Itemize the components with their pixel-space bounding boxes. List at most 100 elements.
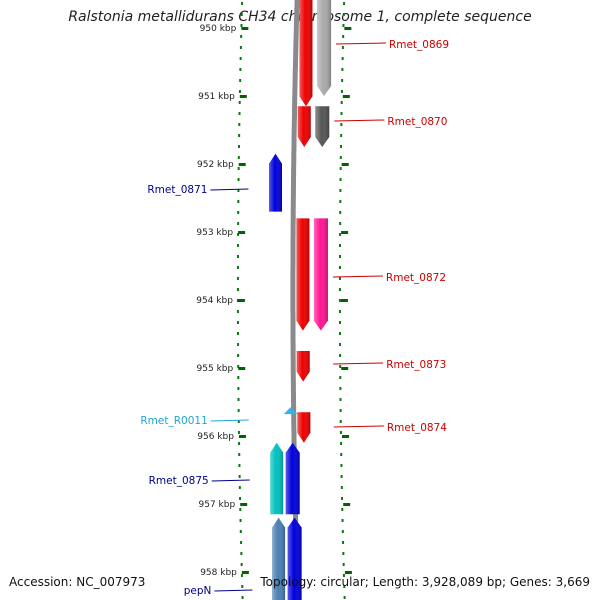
label-leader-line (335, 42, 386, 45)
outline-dot (237, 145, 240, 148)
outline-dot (238, 453, 241, 456)
tick-mark-left (238, 231, 246, 234)
tick-mark-right (341, 367, 349, 370)
outline-dot (340, 486, 343, 489)
tick-mark-right (341, 163, 349, 166)
gene-label[interactable]: Rmet_0869 (389, 39, 449, 51)
outline-dot (236, 288, 239, 291)
feature-arrow (315, 106, 330, 147)
outline-dot (238, 123, 241, 126)
outline-dot (240, 541, 243, 544)
outline-dot (339, 431, 342, 434)
outline-dot (340, 101, 343, 104)
tick-label: 957 kbp (199, 500, 236, 510)
outline-dot (339, 332, 342, 335)
tick-mark-left (241, 571, 249, 574)
outline-dot (237, 376, 240, 379)
label-leader-line (333, 362, 384, 365)
outline-dot (236, 310, 239, 313)
gene-label[interactable]: Rmet_R0011 (140, 415, 207, 427)
outline-dot (338, 288, 341, 291)
tick-mark-left (241, 27, 249, 30)
outline-dot (340, 134, 343, 137)
gene-label[interactable]: Rmet_0870 (387, 116, 447, 128)
tick-label: 951 kbp (198, 92, 235, 102)
outline-dot (339, 244, 342, 247)
outline-dot (241, 2, 244, 5)
outline-dot (342, 563, 345, 566)
tick-label: 958 kbp (200, 568, 237, 578)
outline-dot (339, 376, 342, 379)
outline-dot (341, 508, 344, 511)
gene-label[interactable]: Rmet_0874 (387, 422, 447, 434)
outline-dot (237, 178, 240, 181)
outline-dot (237, 222, 240, 225)
outline-dot (342, 574, 345, 577)
outline-dot (340, 464, 343, 467)
outline-dot (339, 222, 342, 225)
topology-text: Topology: circular; Length: 3,928,089 bp… (260, 575, 590, 589)
outline-dot (237, 343, 240, 346)
outline-dot (237, 167, 240, 170)
outline-dot (343, 585, 346, 588)
gene-label[interactable]: Rmet_0871 (147, 184, 207, 196)
outline-dot (343, 2, 346, 5)
outline-dot (240, 574, 243, 577)
outline-dot (236, 266, 239, 269)
gene-label[interactable]: Rmet_0872 (386, 272, 446, 284)
tick-mark-right (342, 95, 350, 98)
gene-arrow (299, 0, 313, 107)
outline-dot (239, 508, 242, 511)
outline-dot (338, 310, 341, 313)
outline-dot (238, 101, 241, 104)
gene-arrow (272, 517, 286, 600)
feature-arrow (317, 0, 332, 96)
outline-dot (339, 167, 342, 170)
gene-arrow (296, 351, 310, 382)
outline-dot (239, 46, 242, 49)
feature-arrow (313, 218, 328, 331)
outline-dot (239, 519, 242, 522)
outline-dot (339, 211, 342, 214)
outline-dot (342, 552, 345, 555)
outline-dot (239, 68, 242, 71)
tick-mark-left (238, 163, 246, 166)
outline-dot (236, 255, 239, 258)
outline-dot (238, 90, 241, 93)
outline-dot (339, 409, 342, 412)
gene-label[interactable]: pepN (184, 585, 212, 597)
label-leader-line (333, 425, 384, 428)
outline-dot (237, 398, 240, 401)
feature-arrow (285, 442, 300, 515)
outline-dot (241, 585, 244, 588)
outline-dot (338, 277, 341, 280)
outline-dot (342, 35, 345, 38)
gene-label[interactable]: Rmet_0873 (386, 359, 446, 371)
outline-dot (238, 486, 241, 489)
tick-mark-left (238, 367, 246, 370)
outline-dot (343, 596, 346, 599)
outline-dot (237, 354, 240, 357)
outline-dot (240, 552, 243, 555)
outline-dot (340, 123, 343, 126)
rna-gene-arrow (283, 407, 298, 415)
outline-dot (236, 321, 239, 324)
outline-dot (341, 519, 344, 522)
outline-dot (339, 233, 342, 236)
tick-label: 954 kbp (196, 296, 233, 306)
outline-dot (341, 497, 344, 500)
outline-dot (237, 431, 240, 434)
outline-dot (238, 442, 241, 445)
tick-mark-right (341, 435, 349, 438)
outline-dot (237, 365, 240, 368)
gene-label[interactable]: Rmet_0875 (149, 475, 209, 487)
gene-arrow (268, 153, 282, 212)
outline-dot (239, 497, 242, 500)
outline-dot (239, 57, 242, 60)
scale-ticks: 950 kbp 951 kbp 952 kbp 953 kbp 954 kbp 955 k… (196, 24, 352, 578)
outline-dot (237, 211, 240, 214)
outline-dot (340, 453, 343, 456)
outline-dot (240, 13, 243, 16)
outline-dot (238, 464, 241, 467)
